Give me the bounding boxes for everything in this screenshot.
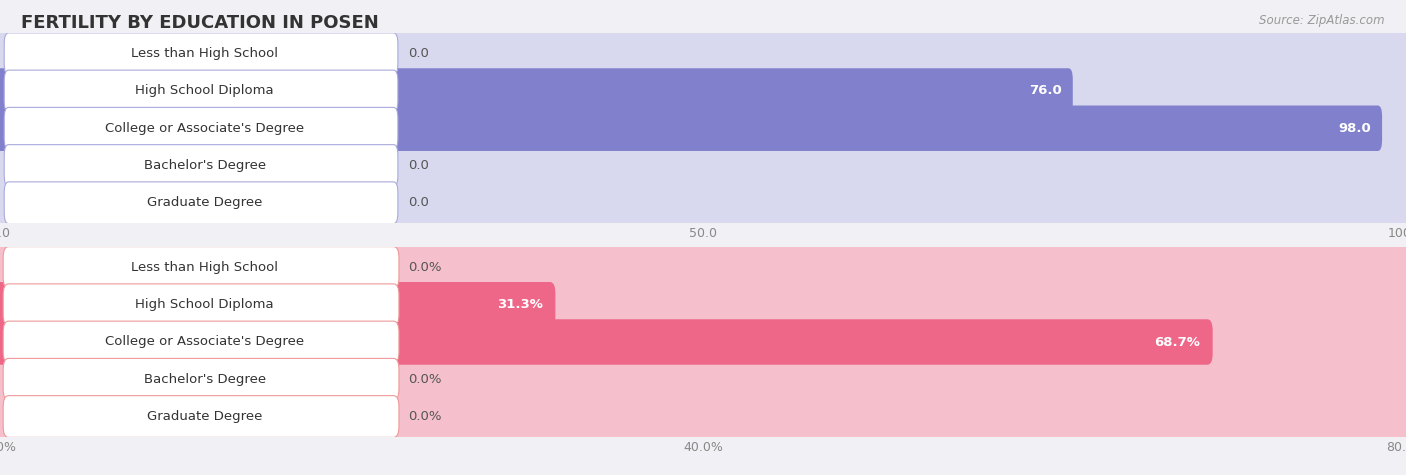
Text: 98.0: 98.0 — [1339, 122, 1371, 135]
Bar — [0, 361, 1406, 398]
FancyBboxPatch shape — [0, 357, 1406, 402]
Text: High School Diploma: High School Diploma — [135, 298, 274, 311]
Bar — [0, 323, 1406, 361]
FancyBboxPatch shape — [4, 33, 398, 75]
Text: Source: ZipAtlas.com: Source: ZipAtlas.com — [1260, 14, 1385, 27]
FancyBboxPatch shape — [0, 105, 1406, 151]
FancyBboxPatch shape — [0, 282, 555, 327]
FancyBboxPatch shape — [0, 394, 1406, 439]
FancyBboxPatch shape — [3, 321, 399, 363]
FancyBboxPatch shape — [3, 396, 399, 437]
Bar — [0, 286, 1406, 323]
Text: Less than High School: Less than High School — [131, 47, 278, 60]
Bar — [0, 398, 1406, 435]
Text: 31.3%: 31.3% — [498, 298, 543, 311]
Text: College or Associate's Degree: College or Associate's Degree — [105, 122, 304, 135]
Text: Bachelor's Degree: Bachelor's Degree — [143, 373, 266, 386]
Text: Graduate Degree: Graduate Degree — [148, 196, 263, 209]
FancyBboxPatch shape — [4, 107, 398, 149]
FancyBboxPatch shape — [4, 70, 398, 112]
Text: Less than High School: Less than High School — [131, 261, 278, 274]
Bar — [0, 72, 1406, 110]
Text: College or Associate's Degree: College or Associate's Degree — [105, 335, 304, 349]
Bar — [0, 249, 1406, 286]
Text: Bachelor's Degree: Bachelor's Degree — [143, 159, 266, 172]
FancyBboxPatch shape — [0, 180, 1406, 226]
FancyBboxPatch shape — [0, 319, 1212, 365]
Text: 0.0%: 0.0% — [408, 410, 441, 423]
Bar — [0, 147, 1406, 184]
FancyBboxPatch shape — [0, 282, 1406, 327]
Bar — [0, 110, 1406, 147]
FancyBboxPatch shape — [3, 359, 399, 400]
Text: 0.0%: 0.0% — [408, 261, 441, 274]
Bar — [0, 184, 1406, 221]
Text: Graduate Degree: Graduate Degree — [148, 410, 263, 423]
Text: 68.7%: 68.7% — [1154, 335, 1201, 349]
Text: 76.0: 76.0 — [1029, 85, 1062, 97]
FancyBboxPatch shape — [0, 31, 1406, 76]
Text: 0.0: 0.0 — [408, 196, 429, 209]
FancyBboxPatch shape — [4, 182, 398, 224]
FancyBboxPatch shape — [3, 284, 399, 325]
FancyBboxPatch shape — [0, 68, 1073, 114]
Text: 0.0%: 0.0% — [408, 373, 441, 386]
FancyBboxPatch shape — [0, 245, 1406, 290]
Text: 0.0: 0.0 — [408, 159, 429, 172]
FancyBboxPatch shape — [0, 105, 1382, 151]
Text: FERTILITY BY EDUCATION IN POSEN: FERTILITY BY EDUCATION IN POSEN — [21, 14, 378, 32]
FancyBboxPatch shape — [3, 247, 399, 288]
Bar — [0, 35, 1406, 72]
FancyBboxPatch shape — [0, 143, 1406, 188]
FancyBboxPatch shape — [0, 319, 1406, 365]
FancyBboxPatch shape — [0, 68, 1406, 114]
Text: High School Diploma: High School Diploma — [135, 85, 274, 97]
Text: 0.0: 0.0 — [408, 47, 429, 60]
FancyBboxPatch shape — [4, 145, 398, 186]
